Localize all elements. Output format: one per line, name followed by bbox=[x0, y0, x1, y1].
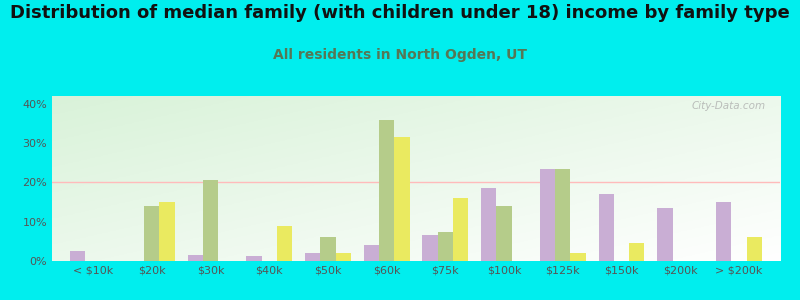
Bar bbox=[555, 169, 570, 261]
Bar bbox=[497, 206, 512, 261]
Bar bbox=[335, 253, 351, 261]
Bar bbox=[203, 181, 218, 261]
Bar bbox=[144, 206, 159, 261]
Bar bbox=[629, 243, 644, 261]
Bar bbox=[246, 256, 262, 261]
Bar bbox=[394, 137, 410, 261]
Text: City-Data.com: City-Data.com bbox=[691, 101, 766, 111]
Bar bbox=[716, 202, 731, 261]
Bar bbox=[70, 251, 86, 261]
Bar bbox=[598, 194, 614, 261]
Bar bbox=[570, 253, 586, 261]
Bar bbox=[305, 253, 320, 261]
Bar bbox=[277, 226, 292, 261]
Bar bbox=[438, 232, 453, 261]
Bar bbox=[379, 120, 394, 261]
Text: All residents in North Ogden, UT: All residents in North Ogden, UT bbox=[273, 48, 527, 62]
Bar bbox=[422, 236, 438, 261]
Bar bbox=[188, 255, 203, 261]
Bar bbox=[320, 237, 335, 261]
Bar bbox=[159, 202, 174, 261]
Bar bbox=[746, 237, 762, 261]
Bar bbox=[658, 208, 673, 261]
Bar bbox=[481, 188, 497, 261]
Text: Distribution of median family (with children under 18) income by family type: Distribution of median family (with chil… bbox=[10, 4, 790, 22]
Bar bbox=[540, 169, 555, 261]
Bar bbox=[364, 245, 379, 261]
Bar bbox=[453, 198, 468, 261]
